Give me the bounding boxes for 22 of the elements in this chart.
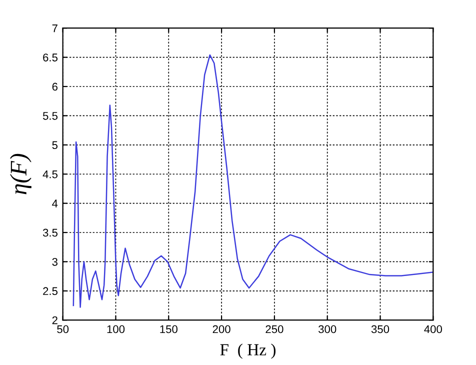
x-tick-label: 50 [57, 325, 69, 334]
x-tick-label: 350 [371, 325, 390, 334]
y-tick-label: 4.5 [42, 170, 58, 178]
x-axis-title: F ( Hz ) [220, 344, 276, 359]
y-tick-label: 2.5 [43, 287, 58, 296]
y-tick-label: 6 [52, 82, 58, 91]
x-tick-label: 150 [160, 325, 178, 334]
y-tick-label: 6.5 [43, 54, 58, 62]
x-tick-label: 100 [107, 325, 125, 334]
x-tick-label: 250 [266, 325, 284, 334]
y-tick-label: 4 [52, 200, 58, 208]
y-tick-label: 3 [52, 258, 58, 266]
y-axis-title: η(F) [10, 154, 32, 194]
x-tick-label: 200 [212, 325, 230, 334]
y-tick-label: 2 [52, 316, 58, 324]
y-tick-label: 3.5 [42, 228, 58, 237]
y-tick-label: 5 [52, 141, 58, 150]
x-tick-label: 300 [318, 325, 336, 334]
x-tick-label: 400 [424, 325, 442, 334]
y-tick-label: 5.5 [42, 112, 58, 120]
line-series [72, 54, 434, 308]
y-tick-label: 7 [52, 24, 58, 32]
